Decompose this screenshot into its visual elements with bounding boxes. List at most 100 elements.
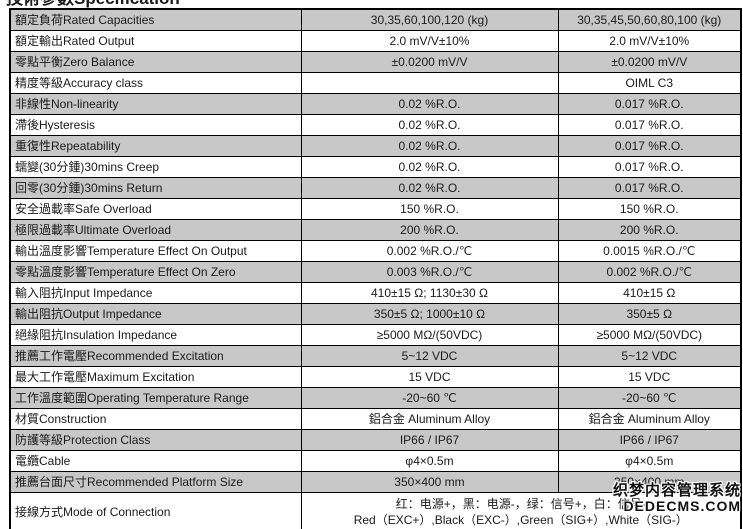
spec-value-col1: IP66 / IP67 — [300, 429, 559, 451]
spec-value-col1: 0.02 %R.O. — [300, 135, 559, 157]
spec-value-col2: 0.017 %R.O. — [557, 156, 742, 178]
spec-value-col2: 150 %R.O. — [557, 198, 742, 220]
table-row: 非線性Non-linearity 0.02 %R.O. 0.017 %R.O. — [9, 93, 742, 115]
spec-label: 材質Construction — [9, 408, 302, 430]
spec-value-col2: 0.017 %R.O. — [557, 114, 742, 136]
spec-value-col2: OIML C3 — [557, 72, 742, 94]
table-row: 輸入阻抗Input Impedance 410±15 Ω; 1130±30 Ω … — [9, 282, 742, 304]
spec-label: 接線方式Mode of Connection — [9, 492, 302, 529]
spec-value-col1 — [300, 72, 559, 94]
spec-value-col1: 410±15 Ω; 1130±30 Ω — [300, 282, 559, 304]
spec-label: 推薦工作電壓Recommended Excitation — [9, 345, 302, 367]
spec-value-col2: 350±5 Ω — [557, 303, 742, 325]
spec-value-col1: 0.02 %R.O. — [300, 177, 559, 199]
spec-value-col2: 0.002 %R.O./℃ — [557, 261, 742, 283]
spec-value-col2: 鋁合金 Aluminum Alloy — [557, 408, 742, 430]
spec-value-merged: 红：电源+，黑：电源-，绿：信号+，白：信号- Red（EXC+）,Black（… — [300, 492, 742, 529]
table-row: 推薦工作電壓Recommended Excitation 5~12 VDC 5~… — [9, 345, 742, 367]
spec-value-col2: ≥5000 MΩ/(50VDC) — [557, 324, 742, 346]
spec-label: 回零(30分鍾)30mins Return — [9, 177, 302, 199]
spec-value-col2: IP66 / IP67 — [557, 429, 742, 451]
table-row: 額定輸出Rated Output 2.0 mV/V±10% 2.0 mV/V±1… — [9, 30, 742, 52]
spec-value-col2: 0.017 %R.O. — [557, 93, 742, 115]
table-row: 輸出阻抗Output Impedance 350±5 Ω; 1000±10 Ω … — [9, 303, 742, 325]
spec-value-col1: 15 VDC — [300, 366, 559, 388]
section-title: 技術參數Specification — [6, 0, 180, 8]
section-title-clipped: 技術參數Specification — [6, 0, 743, 8]
spec-value-col2: 0.0015 %R.O./℃ — [557, 240, 742, 262]
spec-label: 電纜Cable — [9, 450, 302, 472]
spec-label: 絕緣阻抗Insulation Impedance — [9, 324, 302, 346]
table-row: 重復性Repeatability 0.02 %R.O. 0.017 %R.O. — [9, 135, 742, 157]
spec-value-col2: -20~60 ℃ — [557, 387, 742, 409]
spec-value-col2: 5~12 VDC — [557, 345, 742, 367]
spec-value-col2: φ4×0.5m — [557, 450, 742, 472]
spec-value-col2: 30,35,45,50,60,80,100 (kg) — [557, 8, 742, 31]
table-row: 回零(30分鍾)30mins Return 0.02 %R.O. 0.017 %… — [9, 177, 742, 199]
spec-value-col2: 0.017 %R.O. — [557, 135, 742, 157]
table-row: 精度等級Accuracy class OIML C3 — [9, 72, 742, 94]
spec-label: 防護等級Protection Class — [9, 429, 302, 451]
table-row: 防護等級Protection Class IP66 / IP67 IP66 / … — [9, 429, 742, 451]
spec-value-col2: 410±15 Ω — [557, 282, 742, 304]
table-row: 輸出溫度影響Temperature Effect On Output 0.002… — [9, 240, 742, 262]
spec-value-col1: 350±5 Ω; 1000±10 Ω — [300, 303, 559, 325]
table-row: 工作溫度範圍Operating Temperature Range -20~60… — [9, 387, 742, 409]
spec-value-col1: ≥5000 MΩ/(50VDC) — [300, 324, 559, 346]
spec-value-col2: 200 %R.O. — [557, 219, 742, 241]
spec-label: 安全過載率Safe Overload — [9, 198, 302, 220]
spec-label: 滯後Hysteresis — [9, 114, 302, 136]
spec-label: 推薦台面尺寸Recommended Platform Size — [9, 471, 302, 493]
table-row: 材質Construction 鋁合金 Aluminum Alloy 鋁合金 Al… — [9, 408, 742, 430]
spec-label: 零點溫度影響Temperature Effect On Zero — [9, 261, 302, 283]
spec-label: 最大工作電壓Maximum Excitation — [9, 366, 302, 388]
spec-value-col1: 鋁合金 Aluminum Alloy — [300, 408, 559, 430]
table-row: 蠕變(30分鍾)30mins Creep 0.02 %R.O. 0.017 %R… — [9, 156, 742, 178]
spec-value-col1: 0.002 %R.O./℃ — [300, 240, 559, 262]
table-row: 極限過載率Ultimate Overload 200 %R.O. 200 %R.… — [9, 219, 742, 241]
spec-label: 輸出溫度影響Temperature Effect On Output — [9, 240, 302, 262]
spec-label: 額定負荷Rated Capacities — [9, 8, 302, 31]
spec-label: 額定輸出Rated Output — [9, 30, 302, 52]
table-row: 絕緣阻抗Insulation Impedance ≥5000 MΩ/(50VDC… — [9, 324, 742, 346]
spec-value-col1: 5~12 VDC — [300, 345, 559, 367]
spec-value-col1: 30,35,60,100,120 (kg) — [300, 8, 559, 31]
spec-value-col1: 0.02 %R.O. — [300, 93, 559, 115]
spec-value-col1: -20~60 ℃ — [300, 387, 559, 409]
table-row: 電纜Cable φ4×0.5m φ4×0.5m — [9, 450, 742, 472]
spec-value-col1: 0.003 %R.O./℃ — [300, 261, 559, 283]
table-row: 最大工作電壓Maximum Excitation 15 VDC 15 VDC — [9, 366, 742, 388]
table-row-mode-of-connection: 接線方式Mode of Connection 红：电源+，黑：电源-，绿：信号+… — [9, 492, 742, 529]
spec-value-col1: 150 %R.O. — [300, 198, 559, 220]
spec-label: 重復性Repeatability — [9, 135, 302, 157]
table-row: 滯後Hysteresis 0.02 %R.O. 0.017 %R.O. — [9, 114, 742, 136]
spec-value-col1: 0.02 %R.O. — [300, 114, 559, 136]
spec-label: 精度等級Accuracy class — [9, 72, 302, 94]
spec-value-col1: 350×400 mm — [300, 471, 559, 493]
spec-value-col2: 350×400 mm — [557, 471, 742, 493]
spec-label: 蠕變(30分鍾)30mins Creep — [9, 156, 302, 178]
table-row: 推薦台面尺寸Recommended Platform Size 350×400 … — [9, 471, 742, 493]
specification-table: 額定負荷Rated Capacities 30,35,60,100,120 (k… — [9, 8, 742, 529]
spec-value-col1: 0.02 %R.O. — [300, 156, 559, 178]
table-row: 額定負荷Rated Capacities 30,35,60,100,120 (k… — [9, 8, 742, 31]
spec-value-col2: ±0.0200 mV/V — [557, 51, 742, 73]
spec-label: 極限過載率Ultimate Overload — [9, 219, 302, 241]
table-row: 零點溫度影響Temperature Effect On Zero 0.003 %… — [9, 261, 742, 283]
table-row: 安全過載率Safe Overload 150 %R.O. 150 %R.O. — [9, 198, 742, 220]
spec-label: 輸出阻抗Output Impedance — [9, 303, 302, 325]
spec-label: 輸入阻抗Input Impedance — [9, 282, 302, 304]
connection-wiring-en: Red（EXC+）,Black（EXC-）,Green（SIG+）,White（… — [353, 513, 688, 527]
spec-label: 零點平衡Zero Balance — [9, 51, 302, 73]
spec-value-col1: 2.0 mV/V±10% — [300, 30, 559, 52]
spec-value-col2: 0.017 %R.O. — [557, 177, 742, 199]
spec-value-col2: 2.0 mV/V±10% — [557, 30, 742, 52]
spec-value-col2: 15 VDC — [557, 366, 742, 388]
spec-value-col1: ±0.0200 mV/V — [300, 51, 559, 73]
spec-label: 工作溫度範圍Operating Temperature Range — [9, 387, 302, 409]
table-row: 零點平衡Zero Balance ±0.0200 mV/V ±0.0200 mV… — [9, 51, 742, 73]
spec-value-col1: 200 %R.O. — [300, 219, 559, 241]
spec-label: 非線性Non-linearity — [9, 93, 302, 115]
spec-value-col1: φ4×0.5m — [300, 450, 559, 472]
connection-wiring-cn: 红：电源+，黑：电源-，绿：信号+，白：信号- — [395, 497, 646, 511]
